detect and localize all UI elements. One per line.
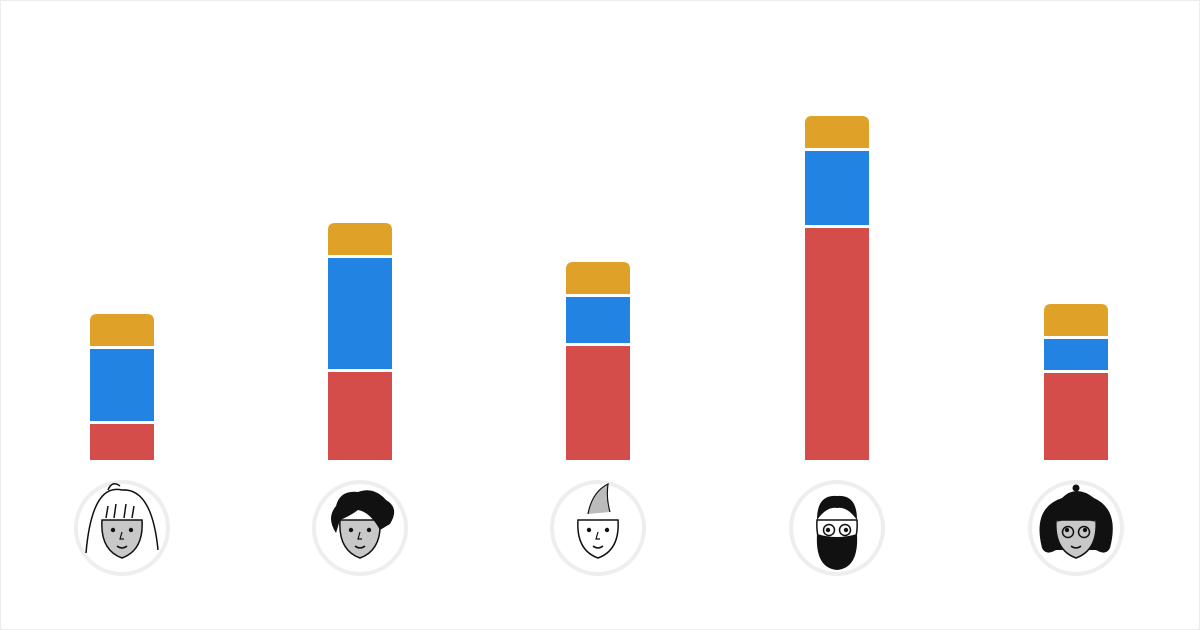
bar-segment-2 — [90, 349, 154, 421]
avatar-curly-hair-icon — [312, 480, 408, 576]
bar-segment-1 — [1044, 373, 1108, 460]
bar-group-person-3 — [566, 262, 630, 460]
bar-segment-2 — [328, 258, 392, 369]
bar-segment-1 — [328, 372, 392, 460]
avatar-curly-hair-glasses-icon — [1028, 480, 1124, 576]
avatar-long-hair-icon — [74, 480, 170, 576]
bar-group-person-1 — [90, 314, 154, 460]
bar-group-person-2 — [328, 223, 392, 460]
bar-segment-1 — [805, 228, 869, 460]
avatar-quiff-icon — [550, 480, 646, 576]
bar-segment-3 — [328, 223, 392, 255]
bar-group-person-4 — [805, 116, 869, 460]
bar-segment-1 — [90, 424, 154, 460]
bar-segment-2 — [566, 297, 630, 343]
bar-segment-3 — [566, 262, 630, 294]
avatar-beard-glasses-icon — [789, 480, 885, 576]
bar-group-person-5 — [1044, 304, 1108, 460]
bar-segment-2 — [805, 151, 869, 225]
bar-segment-3 — [90, 314, 154, 346]
bar-segment-3 — [1044, 304, 1108, 336]
bar-segment-2 — [1044, 339, 1108, 370]
bar-segment-1 — [566, 346, 630, 460]
bar-segment-3 — [805, 116, 869, 148]
